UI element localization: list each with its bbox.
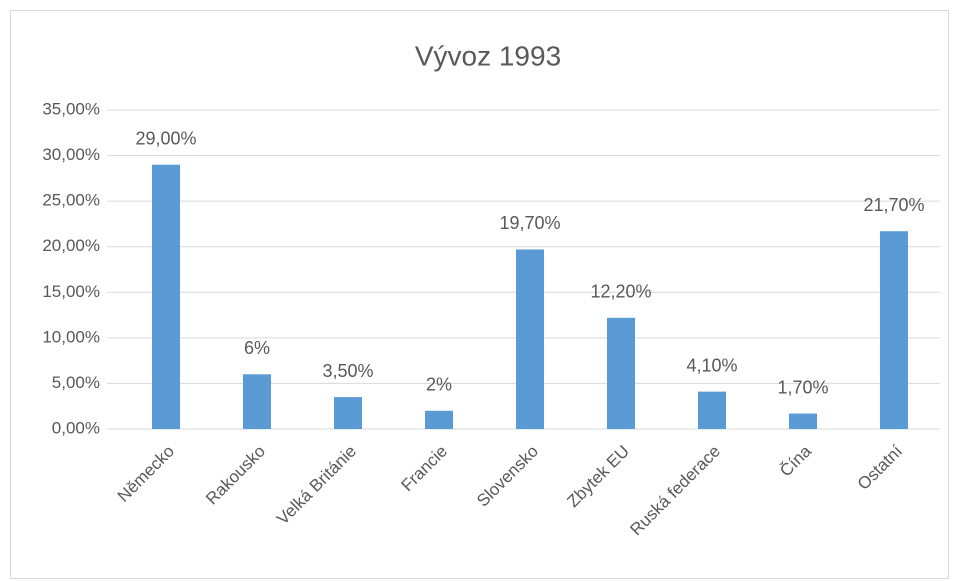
y-tick-label: 30,00% bbox=[42, 145, 100, 164]
y-tick-label: 35,00% bbox=[42, 99, 100, 118]
y-tick-label: 25,00% bbox=[42, 191, 100, 210]
y-tick-label: 0,00% bbox=[52, 418, 100, 437]
value-label: 3,50% bbox=[322, 361, 373, 381]
bar bbox=[789, 413, 817, 429]
value-label: 1,70% bbox=[777, 377, 828, 397]
value-label: 21,70% bbox=[863, 195, 924, 215]
bar bbox=[152, 164, 180, 429]
y-tick-label: 5,00% bbox=[52, 373, 100, 392]
value-label: 6% bbox=[244, 338, 270, 358]
y-tick-label: 10,00% bbox=[42, 327, 100, 346]
value-label: 19,70% bbox=[499, 213, 560, 233]
value-label: 2% bbox=[426, 375, 452, 395]
bar bbox=[607, 317, 635, 429]
bar bbox=[243, 374, 271, 429]
chart-title: Vývoz 1993 bbox=[415, 40, 561, 71]
bar bbox=[425, 410, 453, 429]
bar bbox=[334, 397, 362, 429]
value-label: 12,20% bbox=[590, 282, 651, 302]
bar bbox=[880, 231, 908, 429]
y-tick-label: 15,00% bbox=[42, 282, 100, 301]
bar bbox=[698, 391, 726, 429]
value-label: 29,00% bbox=[135, 128, 196, 148]
bar bbox=[516, 249, 544, 429]
value-label: 4,10% bbox=[686, 355, 737, 375]
y-tick-label: 20,00% bbox=[42, 236, 100, 255]
